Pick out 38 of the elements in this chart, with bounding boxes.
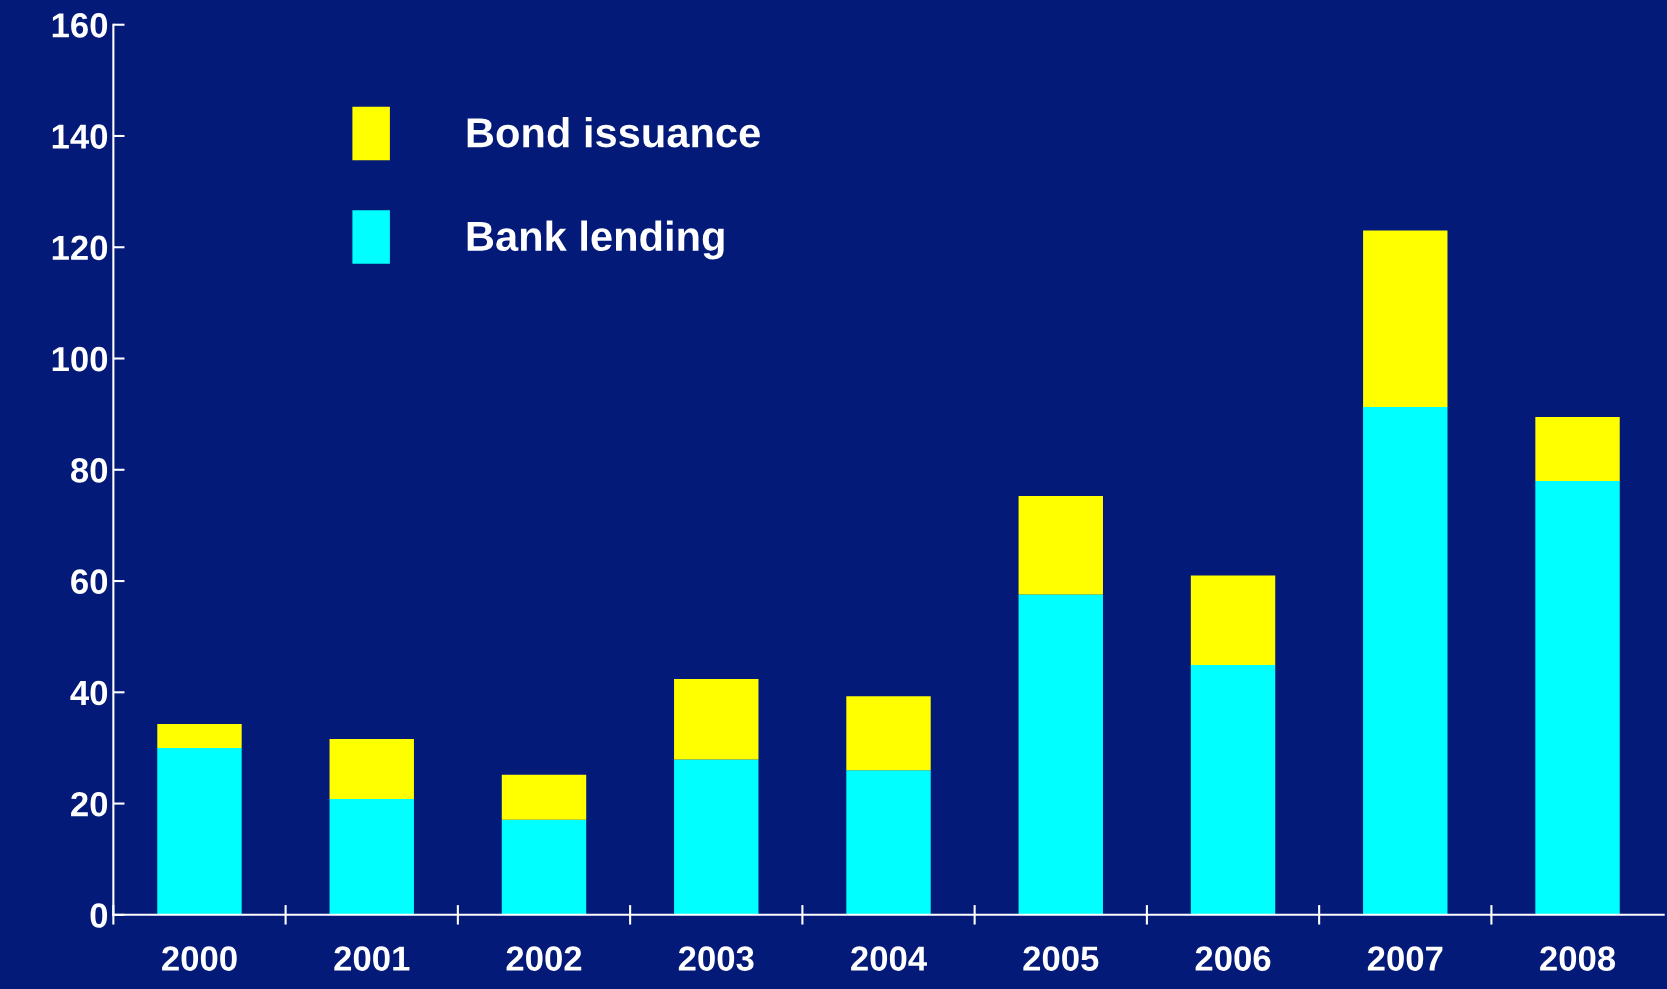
bar (674, 759, 759, 915)
bar (1535, 480, 1620, 915)
bar (1535, 416, 1620, 481)
bar (157, 747, 242, 915)
y-tick-label: 160 (52, 13, 108, 38)
y-tick-label: 80 (70, 458, 108, 483)
bar (1018, 495, 1103, 595)
y-tick-label: 0 (90, 903, 108, 928)
y-tick-label: 100 (52, 346, 108, 372)
y-tick-label: 140 (52, 124, 108, 149)
x-tick-label: 2008 (1540, 946, 1616, 971)
legend-label: Bank lending (467, 220, 724, 260)
bar (1190, 575, 1276, 666)
bar (1363, 230, 1448, 407)
y-tick-label: 60 (71, 569, 108, 594)
y-tick-label: 20 (71, 791, 108, 817)
x-tick-label: 2007 (1367, 946, 1443, 971)
x-tick-label: 2005 (1023, 946, 1099, 971)
bar (846, 696, 931, 771)
bar (1190, 665, 1276, 915)
bar (674, 678, 759, 760)
x-tick-label: 2006 (1195, 946, 1271, 971)
y-tick-label: 40 (70, 680, 108, 706)
x-tick-label: 2002 (506, 946, 582, 971)
x-tick-label: 2003 (678, 946, 754, 971)
bar (1363, 406, 1448, 915)
bar (329, 799, 414, 915)
bar (501, 819, 587, 915)
x-tick-label: 2000 (162, 946, 237, 971)
bar (501, 774, 587, 820)
bar (846, 770, 931, 915)
bar (1018, 594, 1103, 915)
bar (157, 724, 242, 748)
x-tick-label: 2001 (334, 946, 410, 971)
y-tick-label: 120 (52, 235, 108, 261)
legend-label: Bond issuance (467, 116, 760, 148)
bar (329, 739, 414, 800)
x-tick-label: 2004 (851, 946, 927, 971)
